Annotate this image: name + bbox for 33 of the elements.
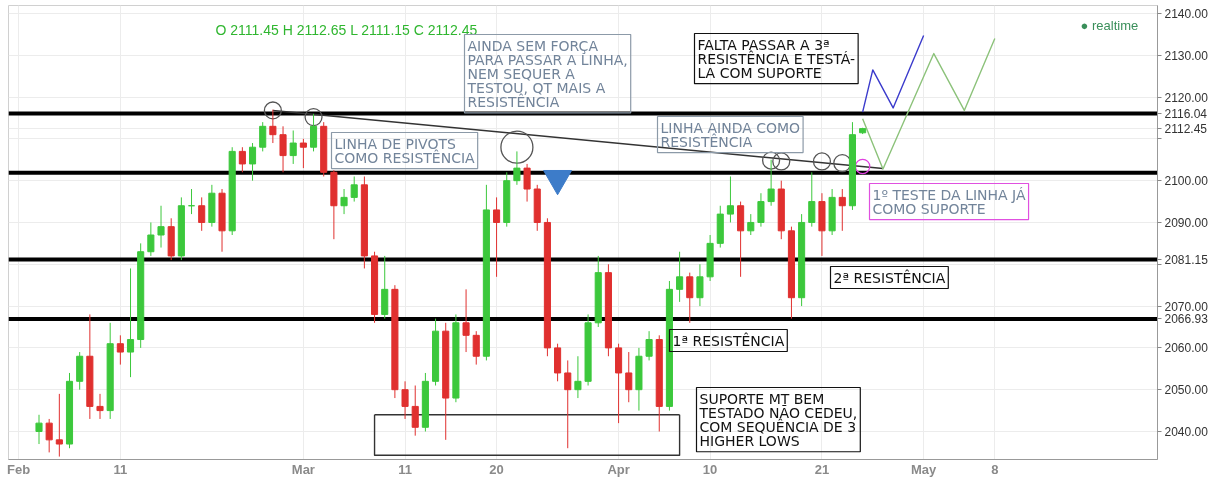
- x-tick-label: Mar: [291, 461, 315, 477]
- ref-line-label: 2081.15: [1164, 252, 1209, 267]
- x-tick-label: 11: [398, 461, 412, 477]
- x-tick-label: Apr: [607, 461, 630, 477]
- annotation: AINDA SEM FORÇA PARA PASSAR A LINHA, NEM SEQUER A TESTOU, QT MAIS A RESISTÊNCIA: [466, 37, 628, 110]
- x-tick-label: May: [910, 461, 938, 477]
- x-tick-label: 8: [991, 461, 999, 477]
- annotation: O 2111.45 H 2112.65 L 2111.15 C 2112.45: [215, 21, 478, 38]
- y-tick-label: 2120.00: [1164, 90, 1209, 105]
- y-tick-label: 2070.00: [1164, 299, 1209, 314]
- x-tick-label: 20: [489, 461, 504, 477]
- x-tick-label: 10: [702, 461, 718, 477]
- x-tick-label: 11: [113, 461, 128, 477]
- ref-line-label: 2066.93: [1164, 312, 1209, 327]
- y-tick-label: 2112.45: [1164, 122, 1208, 137]
- annotation: FALTA PASSAR A 3ª RESISTÊNCIA E TESTÁ- LA COM SUPORTE: [697, 36, 856, 81]
- annotation: 1º TESTE DA LINHA JÁ COMO SUPORTE: [872, 186, 1026, 217]
- annotation: 2ª RESISTÊNCIA: [833, 268, 946, 286]
- annotation: ● realtime: [1080, 18, 1139, 33]
- y-tick-label: 2130.00: [1164, 48, 1209, 63]
- y-tick-label: 2140.00: [1164, 6, 1209, 21]
- y-tick-label: 2100.00: [1164, 174, 1209, 189]
- y-tick-label: 2050.00: [1164, 383, 1209, 398]
- y-tick-label: 2060.00: [1164, 341, 1209, 356]
- y-tick-label: 2090.00: [1164, 215, 1209, 230]
- y-tick-label: 2040.00: [1164, 424, 1209, 439]
- annotation: LINHA AINDA COMO RESISTÊNCIA: [660, 119, 801, 150]
- x-tick-label: Feb: [7, 461, 31, 477]
- ref-line-label: 2116.04: [1164, 107, 1208, 122]
- annotation: 1ª RESISTÊNCIA: [672, 331, 785, 349]
- annotation: SUPORTE MT BEM TESTADO NÃO CEDEU, COM SEQUÊNCIA DE 3 HIGHER LOWS: [698, 390, 858, 449]
- annotation: LINHA DE PIVOTS COMO RESISTÊNCIA: [334, 135, 476, 166]
- x-tick-label: 21: [814, 461, 830, 477]
